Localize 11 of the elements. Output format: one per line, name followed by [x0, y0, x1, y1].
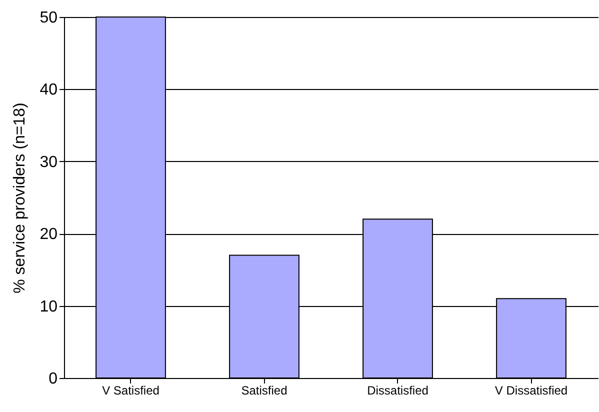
y-tick-label: 20 — [40, 226, 58, 244]
y-axis-title: % service providers (n=18) — [12, 102, 29, 294]
y-tick-label: 10 — [40, 298, 58, 316]
y-tick-label: 50 — [40, 10, 58, 26]
x-tick-label: V Satisfied — [102, 384, 160, 398]
y-tick-label: 40 — [40, 82, 58, 99]
x-tick-label: Dissatisfied — [367, 384, 428, 398]
x-tick-label: Satisfied — [241, 384, 288, 398]
y-tick-label: 0 — [48, 370, 58, 388]
x-tick-label: V Dissatisfied — [494, 384, 568, 398]
y-tick-label: 30 — [40, 154, 58, 171]
